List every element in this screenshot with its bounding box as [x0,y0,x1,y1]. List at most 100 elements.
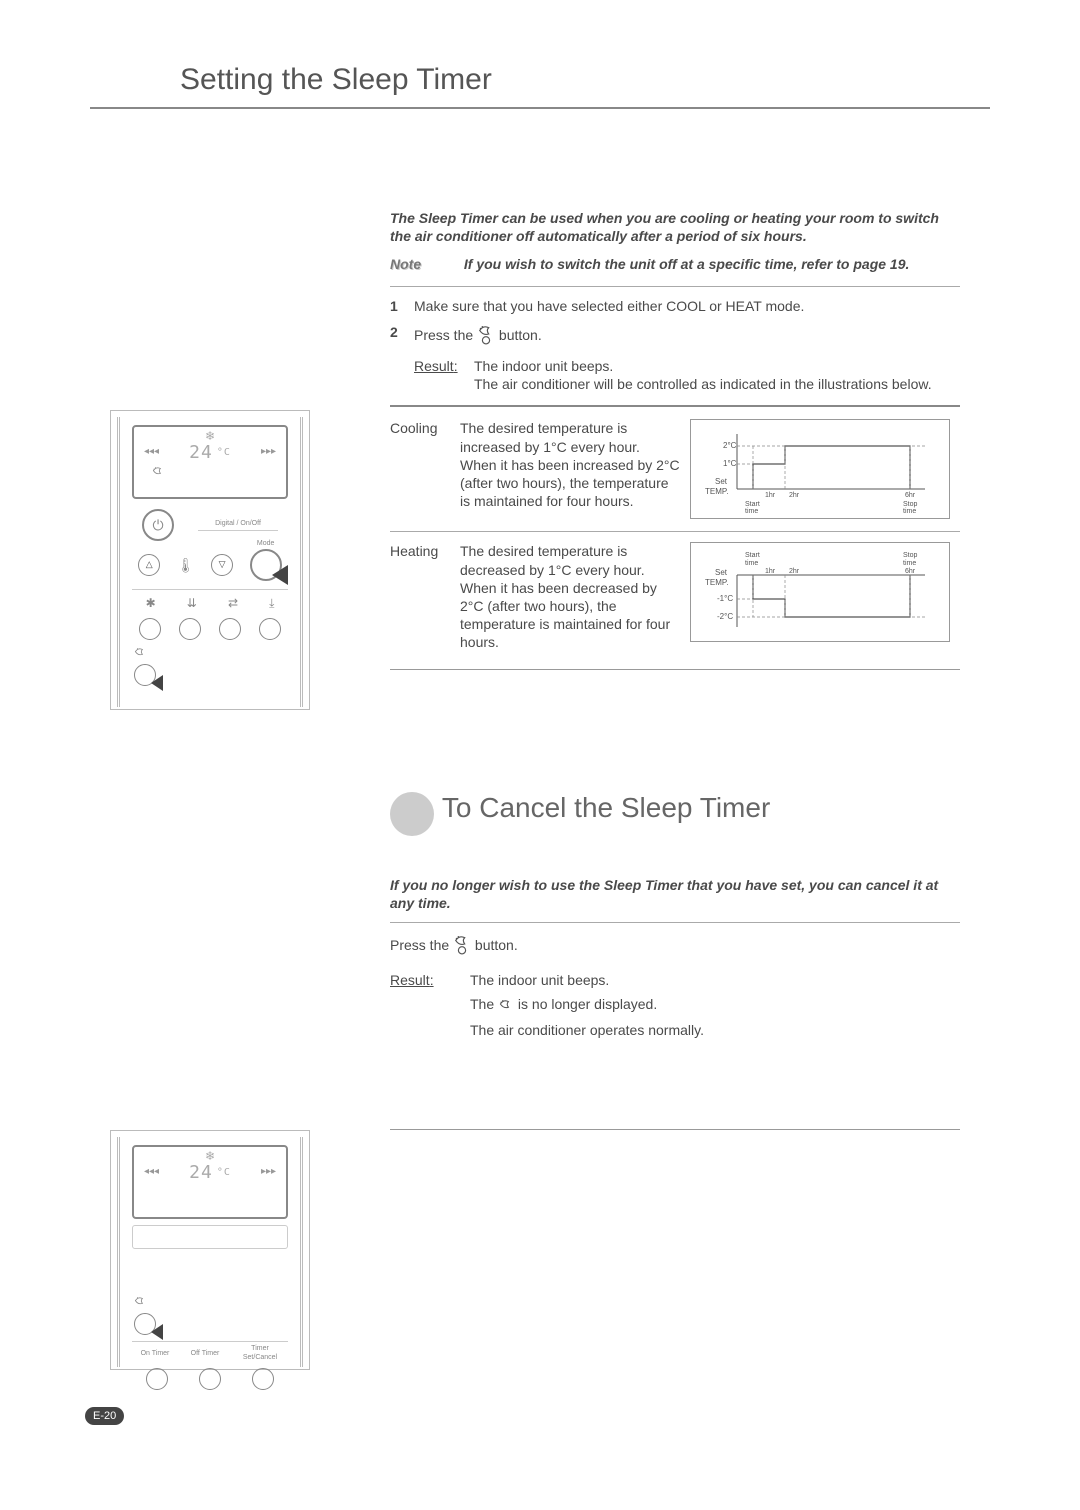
svg-text:TEMP.: TEMP. [705,487,728,496]
fn-button-4 [259,618,281,640]
divider [390,405,960,407]
cooling-row: Cooling The desired temperature is incre… [390,419,960,519]
cursor-icon [151,675,163,691]
result-text: The indoor unit beeps. The air condition… [474,357,960,393]
heating-row: Heating The desired temperature is decre… [390,542,960,651]
svg-text:time: time [903,508,916,514]
svg-text:1hr: 1hr [765,492,776,499]
mode-description: The desired temperature is increased by … [460,419,690,510]
divider [390,922,960,923]
section-2-content: If you no longer wish to use the Sleep T… [390,876,960,1130]
mode-label: Cooling [390,419,460,437]
result-label: Result: [414,357,474,393]
timer-set-button [252,1368,274,1390]
temp-display: 24°C [189,441,231,464]
fan-right-icon: ▸▸▸ [261,1165,276,1178]
remote-screen: ❄ ◂◂◂ 24°C ▸▸▸ [132,1145,288,1219]
fan-icon: ✱ [146,596,156,612]
up-button: △ [138,554,160,576]
svg-text:Start: Start [745,501,760,508]
svg-text:1°C: 1°C [723,459,737,468]
result-row: Result: The indoor unit beeps. The is no… [390,971,960,1039]
result-text: The indoor unit beeps. The is no longer … [470,971,960,1039]
svg-text:time: time [745,560,758,567]
remote-screen: ❄ ◂◂◂ 24°C ▸▸▸ [132,425,288,499]
blank-panel [132,1225,288,1249]
svg-text:-2°C: -2°C [717,612,733,621]
svg-text:TEMP.: TEMP. [705,578,728,587]
divider [390,669,960,670]
svg-text:6hr: 6hr [905,492,916,499]
cursor-icon [272,565,288,585]
step-2: 2 Press the button. [390,323,960,349]
mode-label: Mode [250,539,282,548]
sleep-icon [498,997,514,1015]
svg-text:time: time [745,508,758,514]
heating-graph: Set TEMP. -1°C -2°C 1hr 2hr 6hr Start [690,542,950,642]
step-text: Press the button. [414,323,960,349]
sleep-button-icon [134,647,148,663]
cursor-icon [151,1324,163,1340]
svg-text:-1°C: -1°C [717,594,733,603]
svg-text:1hr: 1hr [765,568,776,575]
sleep-icon [152,465,166,483]
section-1-content: The Sleep Timer can be used when you are… [390,209,960,670]
intro-text: The Sleep Timer can be used when you are… [390,209,960,245]
fn-button-2 [179,618,201,640]
step-text: Make sure that you have selected either … [414,297,960,315]
down-button: ▽ [211,554,233,576]
mode-description: The desired temperature is decreased by … [460,542,690,651]
divider [390,286,960,287]
svg-text:6hr: 6hr [905,568,916,575]
thermometer-icon: 🌡 [177,556,195,574]
note-text: If you wish to switch the unit off at a … [464,255,944,273]
divider [390,531,960,532]
airflow-icon: ⇄ [228,596,238,612]
sleep-button [134,664,156,686]
svg-text:Start: Start [745,552,760,559]
page-number: E-20 [85,1407,124,1425]
btn-label: Off Timer [190,1349,220,1358]
svg-text:Stop: Stop [903,501,918,508]
svg-text:2°C: 2°C [723,441,737,450]
svg-text:Stop: Stop [903,552,918,559]
result-row: Result: The indoor unit beeps. The air c… [414,357,960,393]
digital-label: Digital / On/Off [198,519,278,531]
btn-label: Timer Set/Cancel [240,1344,280,1362]
svg-text:2hr: 2hr [789,492,800,499]
step-1: 1 Make sure that you have selected eithe… [390,297,960,315]
svg-text:Set: Set [715,477,728,486]
step-number: 2 [390,323,414,349]
press-line: Press the button. [390,933,960,959]
fan-left-icon: ◂◂◂ [144,1165,159,1178]
step-number: 1 [390,297,414,315]
svg-text:2hr: 2hr [789,568,800,575]
note-label: Note [390,255,460,273]
manual-page: Setting the Sleep Timer ❄ ◂◂◂ 24°C ▸▸▸ ⏻… [0,0,1080,1510]
turbo-icon: ⤓ [269,596,274,612]
btn-label: On Timer [140,1349,170,1358]
intro-text: If you no longer wish to use the Sleep T… [390,876,960,912]
swing-icon: ⇊ [187,596,197,612]
note-row: Note If you wish to switch the unit off … [390,255,960,273]
section-2-title: To Cancel the Sleep Timer [442,790,770,826]
sleep-icon [477,323,495,349]
fn-button-3 [219,618,241,640]
page-title: Setting the Sleep Timer [180,60,990,99]
sleep-icon [453,933,471,959]
section-2-title-row: To Cancel the Sleep Timer [390,790,990,835]
on-timer-button [146,1368,168,1390]
sleep-button-icon [134,1296,148,1312]
sleep-button [134,1313,156,1335]
title-bullet [390,792,434,836]
cooling-graph: 2°C 1°C Set TEMP. 1hr 2hr 6hr [690,419,950,519]
remote-illustration-1: ❄ ◂◂◂ 24°C ▸▸▸ ⏻ Digital / On/Off △ 🌡 ▽ [110,410,310,710]
power-button: ⏻ [142,509,174,541]
icon-line: The is no longer displayed. [470,995,960,1014]
title-row: Setting the Sleep Timer [90,60,990,109]
fan-left-icon: ◂◂◂ [144,445,159,458]
fan-right-icon: ▸▸▸ [261,445,276,458]
mode-label: Heating [390,542,460,560]
remote-illustration-2: ❄ ◂◂◂ 24°C ▸▸▸ On Timer Off Timer [110,1130,310,1370]
off-timer-button [199,1368,221,1390]
